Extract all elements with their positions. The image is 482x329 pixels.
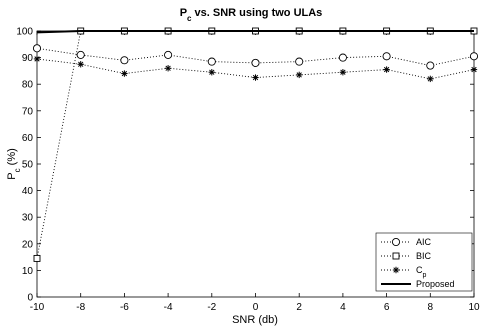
series-layer (32, 27, 479, 262)
asterisk-stroke (427, 76, 433, 82)
y-tick-label: 40 (22, 186, 34, 197)
x-tick-label: 4 (340, 302, 346, 313)
x-tick-label: -8 (76, 302, 85, 313)
asterisk-stroke (393, 267, 399, 273)
point-aic (164, 50, 173, 59)
point-cp (339, 69, 347, 76)
asterisk-stroke (340, 69, 346, 75)
legend-marker-cp (392, 266, 400, 274)
legend-marker-aic (391, 237, 401, 247)
y-tick-label: 50 (22, 160, 34, 171)
x-tick-label: -6 (120, 302, 129, 313)
point-aic (338, 53, 347, 62)
x-tick-label: 10 (468, 302, 480, 313)
y-tick-label: 60 (22, 133, 34, 144)
y-tick-label: 10 (22, 266, 34, 277)
point-cp (383, 66, 390, 73)
x-tick-label: 0 (253, 302, 259, 313)
point-cp (121, 70, 128, 77)
asterisk-stroke (471, 66, 477, 73)
y-tick-label: 90 (22, 53, 34, 64)
point-cp (296, 71, 303, 79)
point-cp (208, 69, 215, 76)
x-tick-label: -10 (30, 302, 45, 313)
x-tick-label: 6 (384, 302, 390, 313)
x-axis-label: SNR (db) (232, 314, 278, 326)
point-aic (120, 56, 129, 65)
point-aic (382, 52, 391, 61)
y-tick-label: 0 (27, 293, 33, 304)
y-tick-label: 30 (22, 213, 34, 224)
point-aic (251, 58, 260, 67)
x-tick-label: -2 (207, 302, 216, 313)
point-aic (76, 50, 85, 59)
point-aic (32, 44, 42, 53)
x-tick-label: -4 (164, 302, 173, 313)
asterisk-stroke (209, 69, 215, 75)
chart-title: Pc vs. SNR using two ULAs (180, 7, 323, 23)
x-tick-label: 2 (296, 302, 302, 313)
asterisk-stroke (296, 72, 302, 78)
point-cp (33, 55, 41, 63)
x-tick-label: 8 (428, 302, 434, 313)
point-cp (427, 75, 434, 83)
legend-label-bic: BIC (416, 251, 432, 261)
series-line-cp (36, 58, 475, 80)
point-cp (252, 74, 259, 81)
y-tick-label: 80 (22, 80, 34, 91)
point-aic (469, 52, 479, 61)
point-cp (77, 61, 84, 68)
asterisk-stroke (165, 65, 171, 71)
legend-label-proposed: Proposed (416, 279, 455, 289)
legend-box (375, 232, 473, 292)
series-line-proposed (36, 30, 474, 34)
legend-marker-bic (392, 252, 400, 260)
series-line-aic (36, 47, 475, 67)
point-aic (295, 57, 304, 66)
point-cp (470, 66, 478, 73)
point-cp (164, 65, 172, 72)
asterisk-stroke (121, 70, 128, 77)
asterisk-stroke (383, 66, 390, 73)
y-tick-label: 100 (16, 27, 33, 38)
asterisk-stroke (78, 61, 84, 67)
legend-label-cp: Cp (416, 265, 427, 279)
point-aic (207, 57, 216, 66)
y-tick-label: 70 (22, 106, 34, 117)
point-aic (426, 61, 435, 70)
legend-label-aic: AIC (416, 237, 432, 247)
point-bic (33, 254, 41, 262)
asterisk-stroke (34, 56, 40, 62)
asterisk-stroke (252, 74, 259, 81)
y-axis-label: Pc (%) (6, 148, 22, 180)
y-tick-label: 20 (22, 239, 34, 250)
